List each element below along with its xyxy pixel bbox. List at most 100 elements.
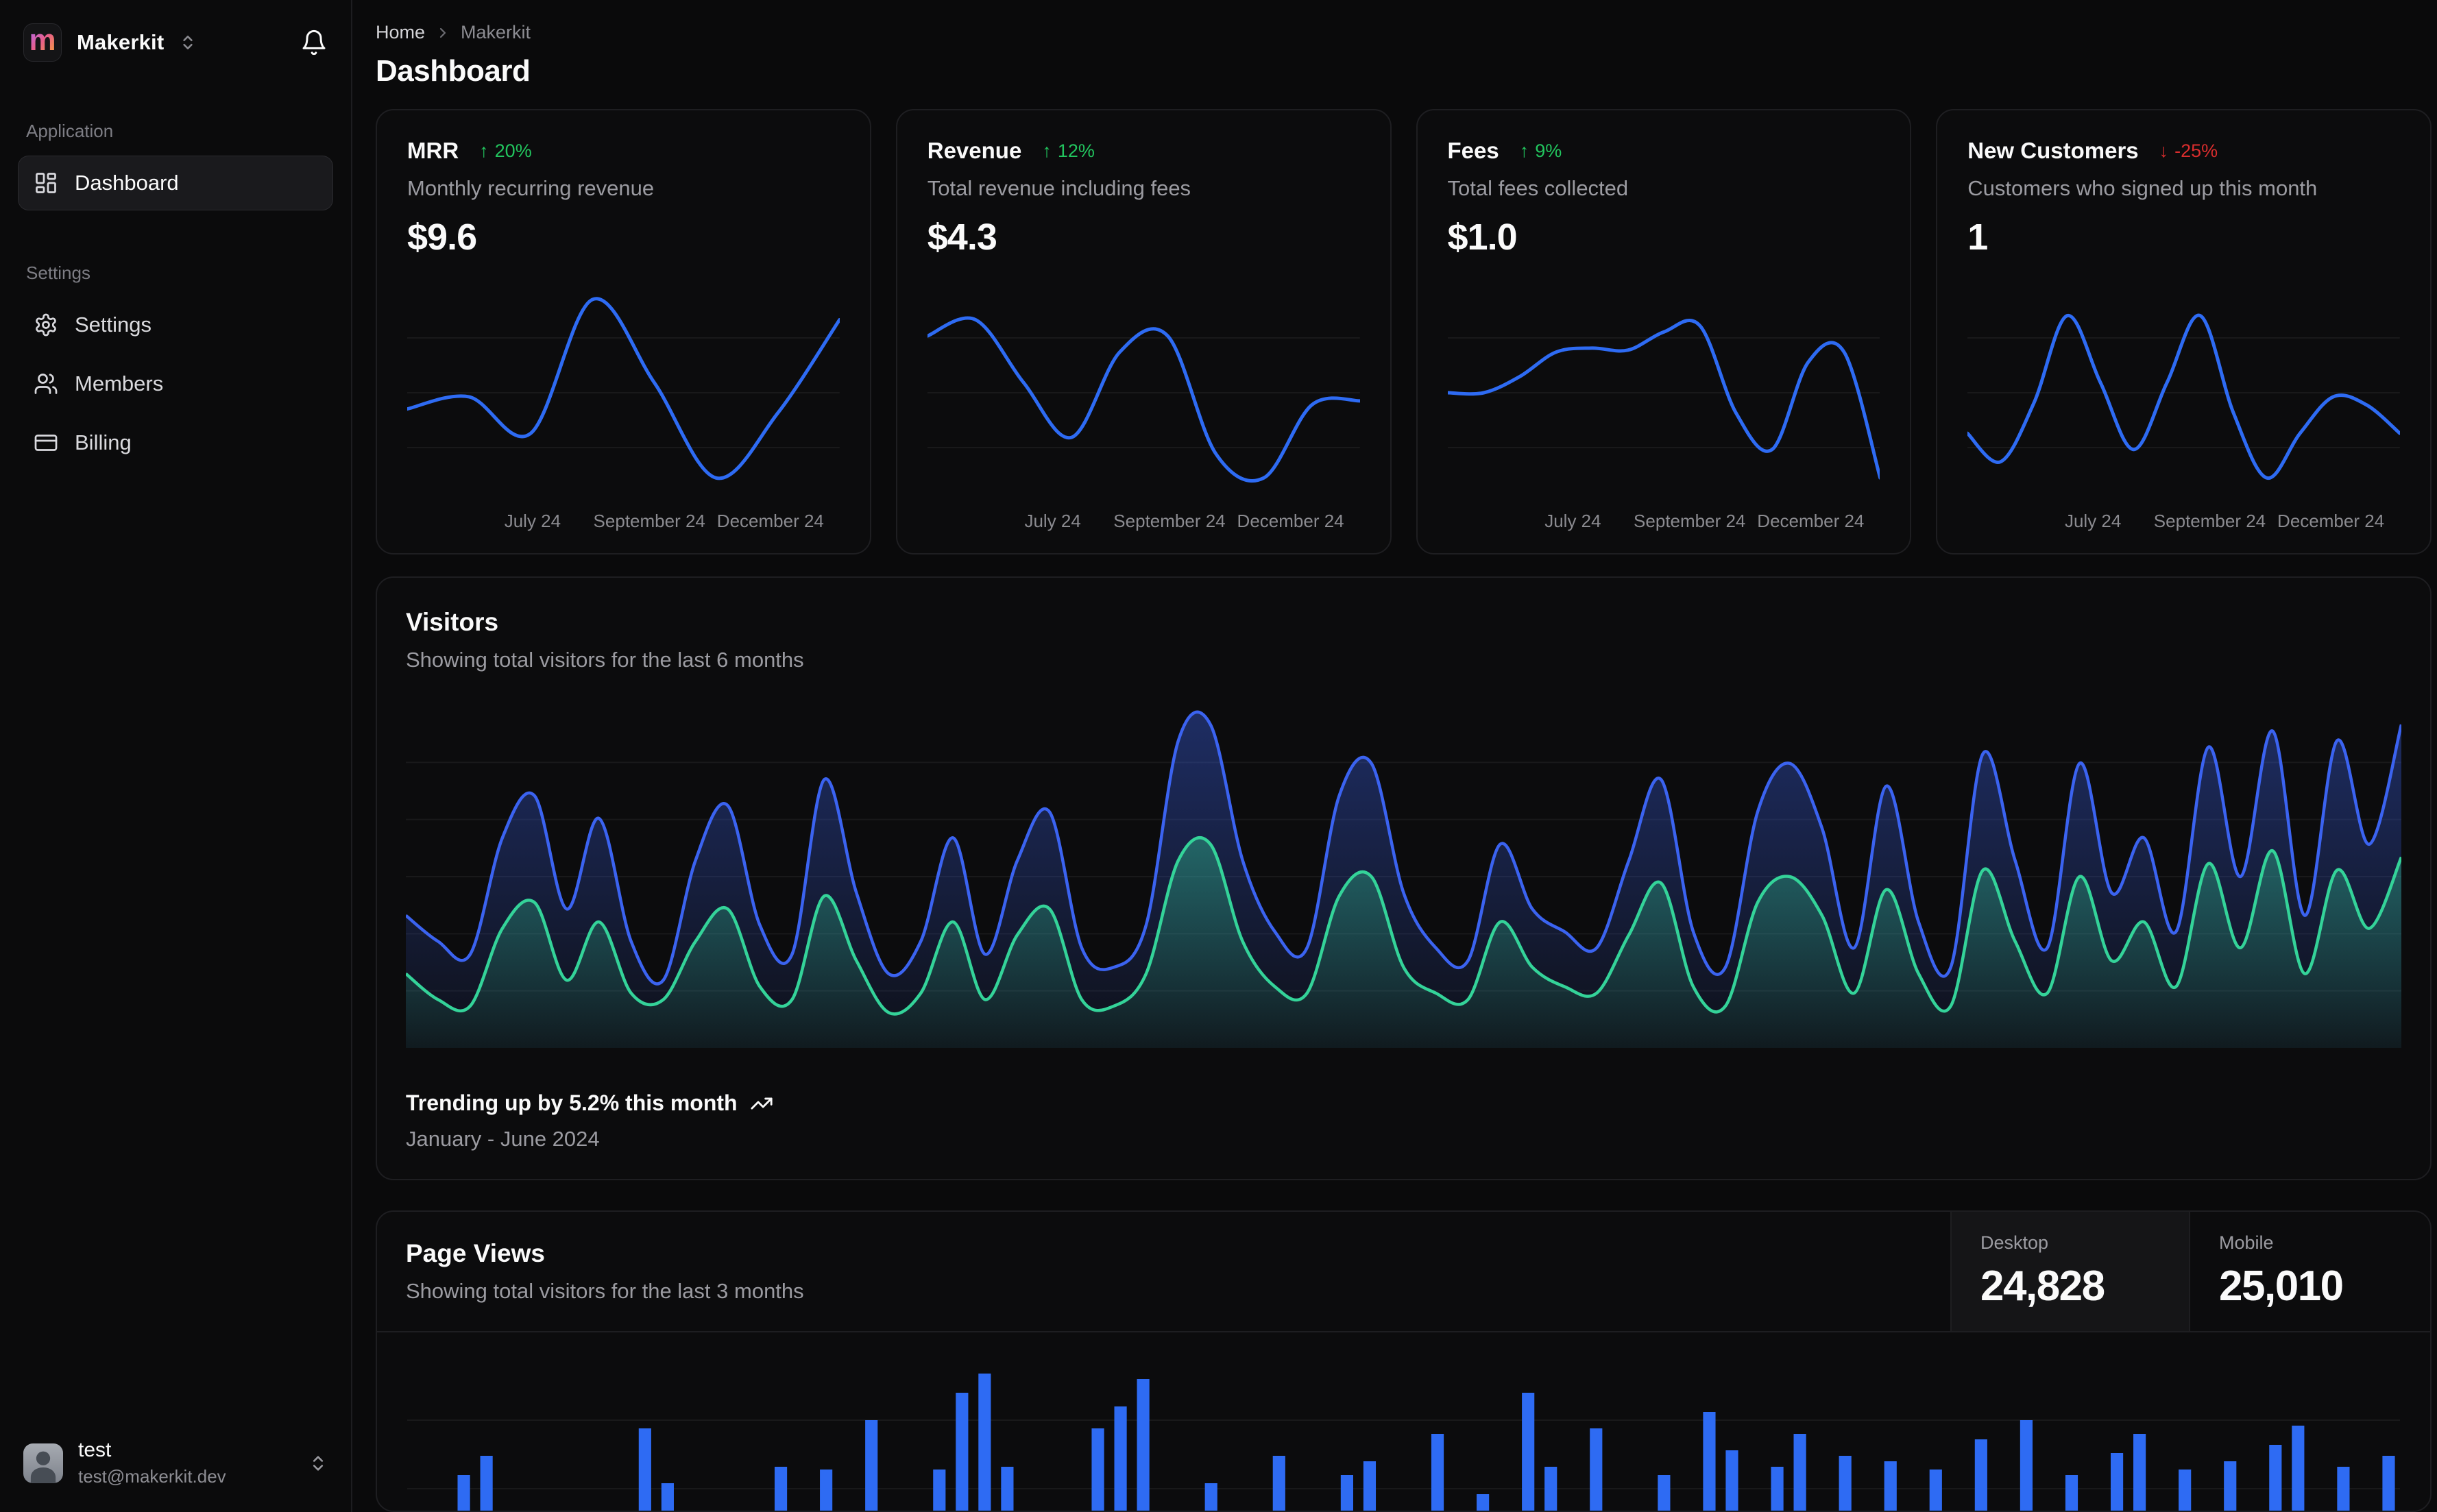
stat-subtitle: Customers who signed up this month (1967, 176, 2318, 200)
visitors-trend-text: Trending up by 5.2% this month (406, 1090, 738, 1115)
x-tick: December 24 (1237, 511, 1344, 531)
x-tick: December 24 (2277, 511, 2385, 531)
visitors-area-chart (404, 705, 2403, 1048)
main-content: Home Makerkit Dashboard MRR ↑ 20% Monthl… (352, 0, 2437, 1512)
x-tick: September 24 (1113, 511, 1226, 531)
trend-badge: ↑ 12% (1042, 141, 1095, 162)
breadcrumb: Home Makerkit (376, 22, 2432, 43)
trend-value: -25% (2174, 140, 2218, 161)
toggle-mobile[interactable]: Mobile 25,010 (2189, 1212, 2430, 1331)
sidebar-item-billing[interactable]: Billing (18, 415, 333, 470)
trend-value: 12% (1057, 140, 1095, 161)
user-meta: test test@makerkit.dev (78, 1439, 226, 1487)
page-views-card: Page Views Showing total visitors for th… (376, 1210, 2432, 1512)
nav-section-settings: Settings (26, 263, 90, 283)
sidebar-item-settings[interactable]: Settings (18, 297, 333, 352)
chevron-right-icon (435, 25, 451, 41)
breadcrumb-current: Makerkit (461, 22, 531, 42)
page-views-bar-chart (407, 1352, 2400, 1511)
page-views-header: Page Views Showing total visitors for th… (377, 1212, 2430, 1332)
stat-card-mrr: MRR ↑ 20% Monthly recurring revenue $9.6… (376, 109, 871, 554)
page-title: Dashboard (376, 54, 531, 88)
stat-card-fees: Fees ↑ 9% Total fees collected $1.0 July… (1416, 109, 1912, 554)
sidebar-item-dashboard[interactable]: Dashboard (18, 156, 333, 210)
trend-badge: ↑ 20% (479, 141, 532, 162)
user-menu[interactable]: test test@makerkit.dev (18, 1419, 333, 1512)
trend-arrow-icon: ↑ (1042, 140, 1052, 161)
trend-arrow-icon: ↑ (1519, 140, 1529, 161)
stat-value: $4.3 (927, 217, 997, 258)
toggle-label: Mobile (2219, 1232, 2274, 1253)
workspace-name: Makerkit (77, 30, 165, 54)
x-axis-labels: July 24 September 24 December 24 (1448, 511, 1880, 535)
x-tick: September 24 (1634, 511, 1746, 531)
gear-icon (34, 313, 58, 337)
page-views-subtitle: Showing total visitors for the last 3 mo… (406, 1279, 804, 1303)
sidebar-item-label: Members (75, 371, 164, 395)
mrr-sparkline-chart (405, 283, 842, 502)
toggle-value: 25,010 (2219, 1263, 2344, 1310)
sidebar-item-label: Billing (75, 430, 132, 454)
x-tick: July 24 (1024, 511, 1081, 531)
trend-value: 9% (1535, 140, 1562, 161)
fees-sparkline-chart (1446, 283, 1882, 502)
visitors-period: January - June 2024 (406, 1127, 600, 1151)
stat-value: $1.0 (1447, 217, 1518, 258)
avatar (23, 1443, 63, 1483)
bell-icon[interactable] (300, 29, 328, 56)
stat-card-new-customers: New Customers ↓ -25% Customers who signe… (1936, 109, 2432, 554)
page-views-title: Page Views (406, 1239, 545, 1267)
sidebar: m Makerkit Application Dashboard Setting… (0, 0, 352, 1512)
stat-title: Revenue (927, 138, 1022, 163)
stat-card-revenue: Revenue ↑ 12% Total revenue including fe… (895, 109, 1392, 554)
visitors-footer: Trending up by 5.2% this month January -… (406, 1090, 2401, 1151)
toggle-desktop[interactable]: Desktop 24,828 (1950, 1212, 2189, 1331)
layout-dashboard-icon (34, 171, 58, 195)
stat-subtitle: Monthly recurring revenue (407, 176, 655, 200)
toggle-label: Desktop (1980, 1232, 2049, 1253)
stat-title: MRR (407, 138, 459, 163)
trend-arrow-icon: ↓ (2159, 140, 2169, 161)
chevrons-up-down-icon (179, 34, 197, 51)
users-icon (34, 371, 58, 396)
x-axis-labels: July 24 September 24 December 24 (927, 511, 1360, 535)
visitors-subtitle: Showing total visitors for the last 6 mo… (406, 648, 804, 672)
x-axis-labels: July 24 September 24 December 24 (1967, 511, 2400, 535)
sidebar-item-label: Dashboard (75, 171, 179, 195)
new-customers-sparkline-chart (1965, 283, 2402, 502)
page-views-title-block: Page Views Showing total visitors for th… (377, 1212, 1950, 1331)
trend-badge: ↑ 9% (1520, 141, 1562, 162)
logo-letter: m (29, 23, 56, 57)
breadcrumb-home[interactable]: Home (376, 22, 426, 42)
trend-value: 20% (494, 140, 532, 161)
x-tick: July 24 (1544, 511, 1601, 531)
x-tick: September 24 (2153, 511, 2266, 531)
x-tick: September 24 (593, 511, 705, 531)
x-tick: December 24 (716, 511, 824, 531)
x-tick: July 24 (2064, 511, 2122, 531)
revenue-sparkline-chart (925, 283, 1361, 502)
x-axis-labels: July 24 September 24 December 24 (407, 511, 840, 535)
x-tick: July 24 (504, 511, 561, 531)
sidebar-item-label: Settings (75, 313, 152, 337)
x-tick: December 24 (1757, 511, 1865, 531)
nav-section-application: Application (26, 121, 114, 141)
credit-card-icon (34, 430, 58, 455)
makerkit-logo: m (23, 23, 62, 62)
stat-value: 1 (1967, 217, 1988, 258)
stat-subtitle: Total fees collected (1447, 176, 1629, 200)
stat-title: New Customers (1967, 138, 2139, 163)
visitors-card: Visitors Showing total visitors for the … (376, 576, 2432, 1180)
stat-subtitle: Total revenue including fees (927, 176, 1191, 200)
user-name: test (78, 1439, 112, 1461)
chevrons-up-down-icon (308, 1454, 328, 1473)
trending-up-icon (750, 1092, 773, 1115)
workspace-selector[interactable]: m Makerkit (18, 0, 333, 62)
trend-arrow-icon: ↑ (479, 140, 489, 161)
toggle-value: 24,828 (1980, 1263, 2105, 1310)
trend-badge: ↓ -25% (2159, 141, 2218, 162)
sidebar-nav: Application Dashboard Settings Settings … (18, 62, 333, 470)
stat-title: Fees (1447, 138, 1499, 163)
sidebar-item-members[interactable]: Members (18, 356, 333, 411)
